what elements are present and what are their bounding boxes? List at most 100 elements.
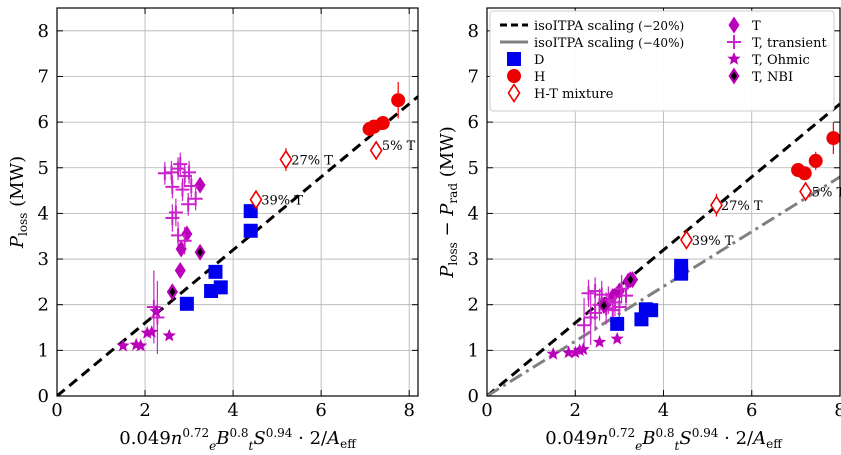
data-point-square <box>644 303 659 318</box>
x-tick-label: 2 <box>570 400 581 421</box>
x-axis-label-part: 0.049 <box>119 428 171 449</box>
data-point-star <box>592 335 607 348</box>
y-tick-label: 2 <box>468 295 479 316</box>
data-point-diamond-black-core <box>600 301 607 311</box>
data-point-diamond <box>194 176 206 194</box>
data-point-plus <box>583 310 598 325</box>
annotation-label: 39% T <box>692 234 734 249</box>
data-point-circle <box>391 93 406 108</box>
y-tick-label: 7 <box>468 66 479 87</box>
legend-entry-suffix: (−40%) <box>634 36 684 50</box>
legend-marker-diamond-black-core <box>731 71 737 81</box>
data-point-diamond-black-core <box>169 287 176 297</box>
data-point-circle <box>826 131 841 146</box>
legend-marker-diamond <box>728 16 740 34</box>
data-point-diamond-open <box>709 195 723 216</box>
x-axis-label-part: · 2/ <box>718 428 754 449</box>
legend-entry-label: T, Ohmic <box>752 53 810 68</box>
x-tick-label: 2 <box>139 400 150 421</box>
y-tick-label: 8 <box>38 21 49 42</box>
y-tick-label: 5 <box>468 158 479 179</box>
data-point-square <box>179 296 194 311</box>
data-point-star <box>568 345 582 359</box>
data-point-square <box>243 204 258 219</box>
data-point-star <box>162 328 176 342</box>
data-point-plus <box>173 157 188 172</box>
legend: isoITPA scaling (−20%) isoITPA scaling (−… <box>489 10 835 112</box>
x-axis-label-part: 0.8 <box>229 426 248 440</box>
x-axis-label-part: 0.72 <box>182 426 209 440</box>
legend-entry-label: T, transient <box>752 36 827 51</box>
y-tick-label: 1 <box>38 340 49 361</box>
legend-entry-label: isoITPA scaling (−40%) <box>534 36 684 51</box>
data-point-star <box>576 342 590 356</box>
legend-entry-text: isoITPA scaling <box>534 19 634 34</box>
data-point-circle <box>808 153 823 168</box>
legend-entry-text: H-T mixture <box>534 87 614 102</box>
x-axis-label-part: 0.94 <box>266 426 293 440</box>
x-tick-label: 6 <box>315 400 326 421</box>
data-point-diamond-black-core <box>197 247 204 257</box>
x-axis-label-part: S <box>679 428 691 449</box>
data-point-star <box>140 326 154 339</box>
data-point-square <box>213 280 228 295</box>
data-point-plus <box>577 318 592 333</box>
data-point-plus <box>618 288 633 303</box>
legend-entry-label: D <box>534 53 544 68</box>
data-point-square <box>243 223 258 238</box>
x-axis-label-part: e <box>209 439 216 453</box>
y-axis-label-part: rad <box>446 183 460 204</box>
x-axis-label-part: e <box>635 439 642 453</box>
data-point-diamond-open <box>799 181 813 202</box>
y-tick-label: 0 <box>468 386 479 407</box>
legend-entry-suffix: (−20%) <box>634 19 684 33</box>
data-point-diamond-open <box>679 229 693 250</box>
y-tick-label: 4 <box>468 203 479 224</box>
data-point-diamond-open <box>279 149 293 170</box>
y-tick-label: 8 <box>468 21 479 42</box>
y-tick-label: 6 <box>468 112 479 133</box>
data-point-diamond <box>174 261 186 279</box>
x-tick-label: 0 <box>481 400 492 421</box>
x-tick-label: 6 <box>746 400 757 421</box>
x-axis-label-part: n <box>597 428 609 449</box>
x-axis-label-part: B <box>215 428 229 449</box>
data-point-plus <box>165 179 180 194</box>
legend-box <box>489 10 835 112</box>
x-axis-label: 0.049n0.72eB0.8tS0.94 · 2/Aeff <box>545 426 783 453</box>
y-tick-label: 0 <box>38 386 49 407</box>
x-axis-label-part: 0.8 <box>655 426 674 440</box>
data-point-plus <box>177 233 192 248</box>
plot-frame <box>56 7 419 397</box>
left-panel: 27% T 39% T 5% T 0 2 4 6 8 0 1 2 3 4 5 6 7 8 0.049n0.72eB… <box>7 7 419 453</box>
annotation-label: 5% T <box>812 186 841 201</box>
data-point-plus <box>182 165 197 180</box>
x-tick-label: 4 <box>227 400 238 421</box>
y-tick-label: 7 <box>38 66 49 87</box>
y-tick-label: 4 <box>38 203 49 224</box>
x-axis-label-part: A <box>751 428 766 449</box>
right-panel: 27% T 39% T 5% T 0 2 4 6 8 0 1 2 3 4 5 6 7 8 0.049n0.72eB… <box>437 7 841 453</box>
data-point-plus <box>164 165 179 180</box>
data-point-star <box>546 347 560 360</box>
data-point-plus <box>184 179 199 194</box>
y-axis-label-part: P <box>437 265 458 279</box>
legend-entry-text: H <box>534 70 545 85</box>
legend-marker-circle <box>507 69 521 83</box>
data-point-plus <box>165 210 180 225</box>
data-point-star <box>145 325 159 338</box>
data-point-circle <box>797 166 812 181</box>
legend-marker-star <box>727 52 741 65</box>
x-tick-label: 8 <box>403 400 414 421</box>
y-tick-label: 6 <box>38 112 49 133</box>
legend-marker-plus <box>727 35 741 49</box>
data-point-plus <box>188 191 203 206</box>
data-point-plus <box>581 286 596 301</box>
data-point-diamond-open <box>369 140 383 161</box>
data-point-plus <box>588 284 603 299</box>
y-axis-label-part: P <box>437 203 458 217</box>
legend-entry-label: H-T mixture <box>534 87 614 102</box>
data-point-square <box>674 266 689 281</box>
x-axis-label-part: A <box>325 428 340 449</box>
x-axis-label-part: S <box>253 428 265 449</box>
